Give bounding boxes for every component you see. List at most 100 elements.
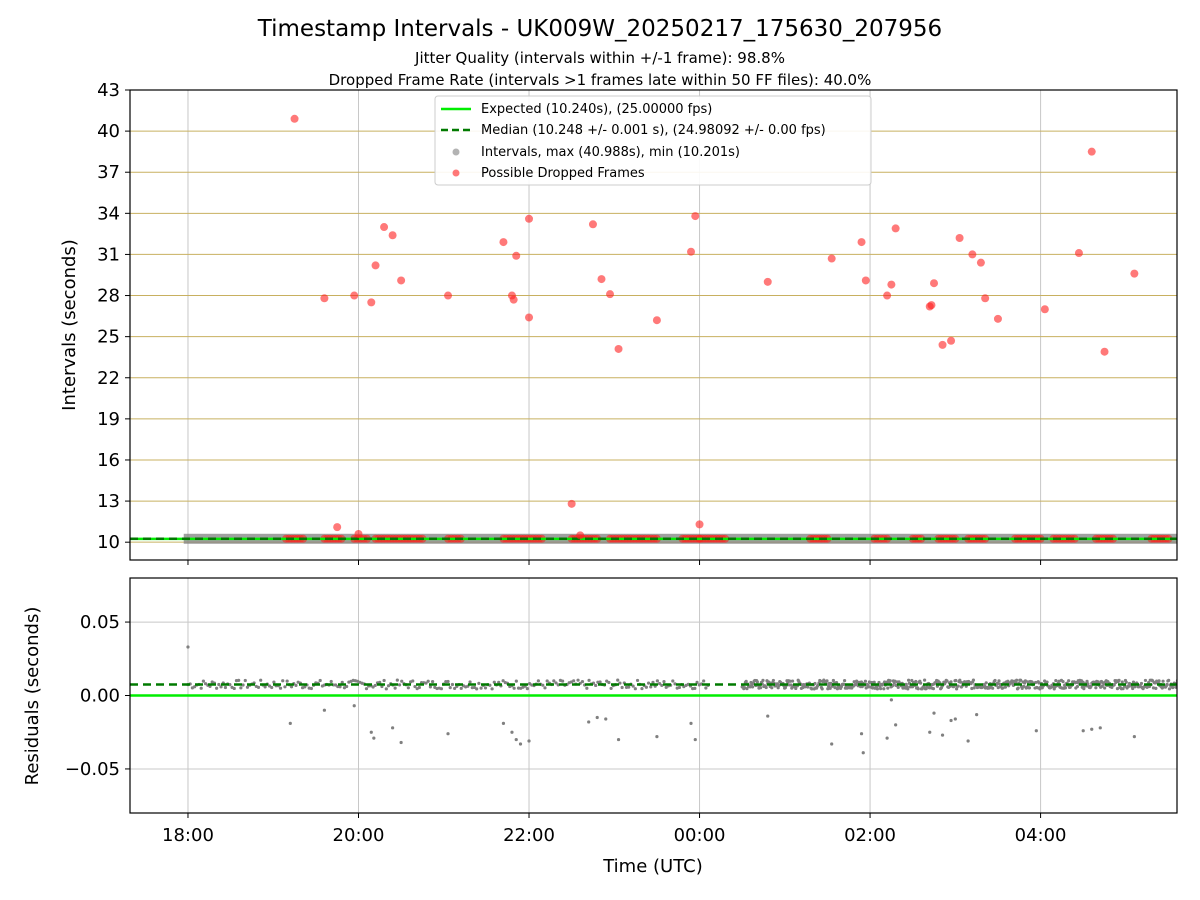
residual-point — [1035, 686, 1040, 690]
residual-point — [689, 721, 693, 726]
residual-point — [1081, 729, 1085, 733]
residual-point — [1133, 685, 1137, 689]
residual-point — [904, 682, 908, 686]
residual-point — [1171, 685, 1175, 690]
residual-point — [352, 704, 356, 708]
residual-point — [830, 742, 834, 746]
dropped-frame-point — [380, 223, 389, 232]
residual-point — [885, 736, 889, 740]
dropped-frame-point — [827, 254, 836, 263]
dropped-frame-point — [652, 316, 661, 325]
residual-point — [761, 678, 765, 682]
y-tick-label: 40 — [97, 121, 120, 142]
residual-point — [1094, 686, 1098, 690]
residual-point — [426, 679, 430, 683]
time-x-axis-label: Time (UTC) — [602, 856, 703, 877]
y-tick-label: 19 — [97, 409, 120, 430]
jitter-quality-subtitle: Jitter Quality (intervals within +/-1 fr… — [414, 49, 785, 67]
residual-point — [788, 679, 792, 683]
residual-point — [514, 737, 518, 742]
residual-point — [338, 685, 342, 689]
residual-point — [1127, 684, 1131, 688]
plot-area — [130, 578, 1197, 813]
y-tick-label: 25 — [97, 327, 120, 348]
residual-point — [825, 679, 829, 683]
residual-point — [993, 678, 997, 683]
residual-point — [1161, 679, 1165, 683]
panel-frame — [129, 89, 1178, 561]
residual-point — [281, 679, 285, 683]
residual-point — [627, 685, 631, 689]
residual-point — [842, 678, 847, 683]
residuals-y-axis-label: Residuals (seconds) — [22, 607, 43, 786]
residual-point — [949, 718, 953, 723]
residual-point — [1131, 686, 1135, 691]
residual-point — [966, 739, 970, 743]
residual-point — [382, 678, 386, 683]
x-tick-label: 18:00 — [162, 825, 214, 846]
residual-point — [576, 678, 580, 682]
residual-point — [896, 685, 900, 689]
residual-point — [1185, 683, 1188, 686]
residual-point — [655, 679, 659, 683]
residual-point — [228, 682, 232, 687]
residual-point — [488, 683, 492, 687]
residual-point — [1121, 687, 1125, 691]
residual-point — [468, 680, 472, 684]
residual-point — [704, 686, 708, 690]
residual-point — [543, 686, 547, 690]
residual-point — [594, 683, 598, 688]
dropped-frame-point — [525, 313, 534, 322]
y-tick-label: 13 — [97, 491, 120, 512]
residual-point — [283, 685, 287, 689]
dropped-frame-point — [887, 280, 896, 289]
dropped-frame-point — [388, 231, 397, 240]
residual-point — [1179, 682, 1182, 685]
residual-point — [259, 678, 263, 682]
residual-point — [955, 687, 959, 691]
x-tick-label: 20:00 — [333, 825, 385, 846]
y-tick-label: 28 — [97, 286, 120, 307]
dropped-frame-point — [499, 238, 508, 247]
residual-point — [1043, 679, 1047, 683]
residual-point — [1112, 683, 1116, 687]
residual-point — [501, 679, 505, 683]
dropped-frame-point — [333, 523, 342, 532]
residual-point — [417, 685, 421, 690]
residual-point — [940, 733, 945, 737]
residual-point — [1165, 682, 1169, 686]
residual-point — [660, 683, 664, 688]
residual-point — [554, 681, 558, 685]
legend-dropped-swatch — [452, 169, 460, 177]
residual-point — [448, 686, 452, 690]
residual-point — [1120, 680, 1124, 684]
residual-point — [609, 686, 613, 691]
residual-point — [662, 679, 666, 684]
residual-point — [380, 684, 384, 689]
residual-point — [1082, 687, 1086, 691]
residual-point — [371, 685, 375, 689]
residual-point — [820, 687, 824, 691]
residual-point — [294, 683, 298, 687]
residual-point — [789, 683, 793, 687]
residual-point — [1193, 680, 1196, 683]
residual-point — [806, 685, 810, 689]
residual-point — [219, 685, 223, 689]
residual-point — [875, 687, 880, 691]
residual-point — [256, 685, 261, 689]
residual-point — [1145, 685, 1149, 689]
residual-point — [278, 686, 283, 690]
residual-point — [813, 681, 817, 686]
dropped-frame-point — [1191, 535, 1199, 543]
residual-point — [237, 678, 241, 682]
residual-point — [1034, 680, 1038, 685]
x-tick-label: 04:00 — [1015, 825, 1067, 846]
dropped-frame-point — [763, 277, 772, 286]
residual-point — [372, 736, 376, 740]
dropped-frame-point — [350, 291, 359, 300]
figure-title: Timestamp Intervals - UK009W_20250217_17… — [257, 16, 942, 42]
residual-point — [1037, 681, 1041, 685]
residual-point — [1075, 684, 1080, 689]
residual-point — [1194, 683, 1197, 686]
residual-point — [1157, 679, 1161, 683]
